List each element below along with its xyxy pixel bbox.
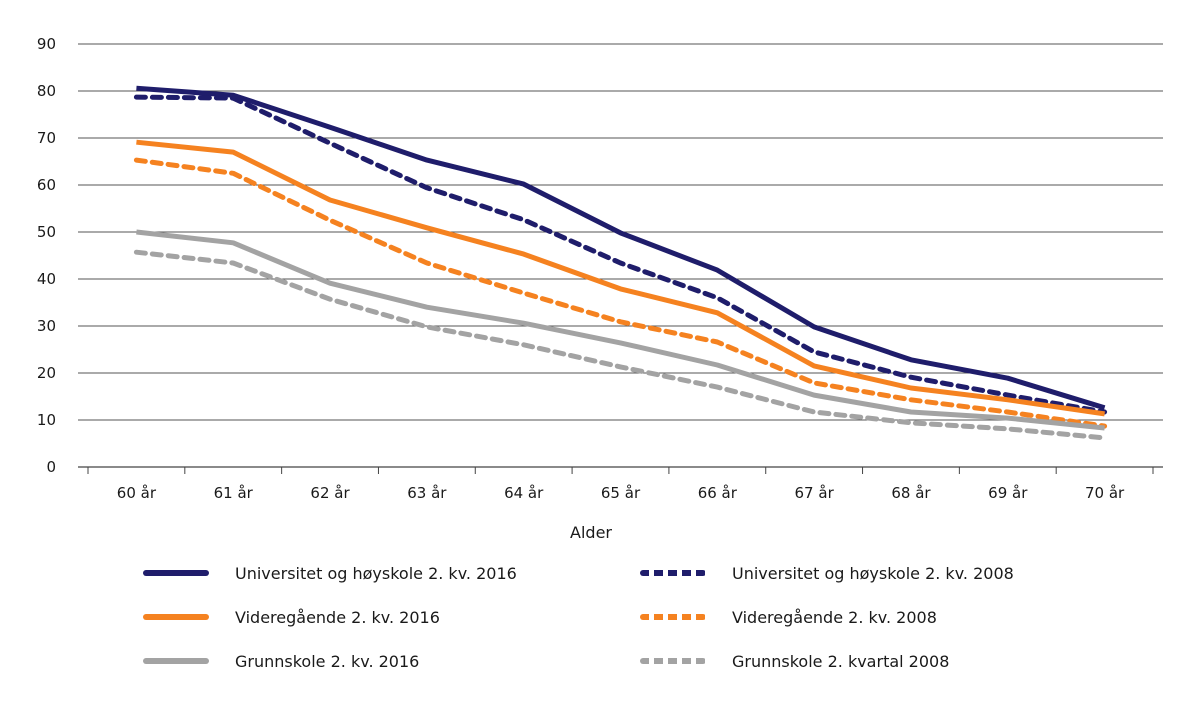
x-tick-label: 68 år (891, 484, 931, 502)
y-tick-label: 80 (37, 82, 56, 100)
legend-swatch (640, 614, 706, 620)
x-axis-title: Alder (570, 523, 612, 542)
x-tick-label: 63 år (407, 484, 447, 502)
legend-swatch (143, 614, 209, 620)
series-line-solid-2 (136, 139, 1105, 417)
legend-swatch (143, 658, 209, 664)
x-tick-label: 66 år (698, 484, 738, 502)
x-tick-label: 65 år (601, 484, 641, 502)
x-tick-label: 67 år (795, 484, 835, 502)
series-line-solid-0 (136, 85, 1106, 411)
legend-label: Grunnskole 2. kvartal 2008 (732, 651, 950, 671)
legend-item-univ-2008: Universitet og høyskole 2. kv. 2008 (640, 561, 1014, 585)
legend-item-vid-2008: Videregående 2. kv. 2008 (640, 605, 937, 629)
legend-swatch (640, 570, 706, 576)
x-tick-label: 61 år (214, 484, 254, 502)
x-tick-label: 70 år (1085, 484, 1125, 502)
y-tick-label: 0 (46, 458, 56, 476)
legend-label: Grunnskole 2. kv. 2016 (235, 651, 420, 671)
x-axis: 60 år 61 år 62 år 63 år 64 år 65 år 66 år 67 år… (78, 466, 1163, 502)
y-tick-label: 70 (37, 129, 56, 147)
legend-label: Videregående 2. kv. 2016 (235, 607, 440, 627)
series-line-solid-4 (136, 229, 1105, 431)
y-tick-label: 50 (37, 223, 56, 241)
y-tick-label: 90 (37, 35, 56, 53)
y-tick-label: 30 (37, 317, 56, 335)
legend-item-univ-2016: Universitet og høyskole 2. kv. 2016 (143, 561, 517, 585)
y-axis-ticks: 0 10 20 30 40 50 60 70 80 90 (37, 35, 56, 476)
y-tick-label: 10 (37, 411, 56, 429)
legend-item-grunn-2016: Grunnskole 2. kv. 2016 (143, 649, 419, 673)
y-tick-label: 20 (37, 364, 56, 382)
x-tick-label: 69 år (988, 484, 1028, 502)
y-tick-label: 40 (37, 270, 56, 288)
x-tick-label: 62 år (310, 484, 350, 502)
series-line-dashed-1 (133, 94, 1108, 415)
y-tick-label: 60 (37, 176, 56, 194)
legend-item-vid-2016: Videregående 2. kv. 2016 (143, 605, 440, 629)
legend-label: Videregående 2. kv. 2008 (732, 607, 937, 627)
x-tick-label: 60 år (117, 484, 157, 502)
x-tick-label: 64 år (504, 484, 544, 502)
legend-label: Universitet og høyskole 2. kv. 2016 (235, 563, 517, 583)
legend-label: Universitet og høyskole 2. kv. 2008 (732, 563, 1014, 583)
series-line-dashed-3 (133, 157, 1108, 429)
series-lines (133, 85, 1108, 441)
legend-swatch (143, 570, 209, 576)
legend-item-grunn-2008: Grunnskole 2. kvartal 2008 (640, 649, 949, 673)
legend-swatch (640, 658, 706, 664)
